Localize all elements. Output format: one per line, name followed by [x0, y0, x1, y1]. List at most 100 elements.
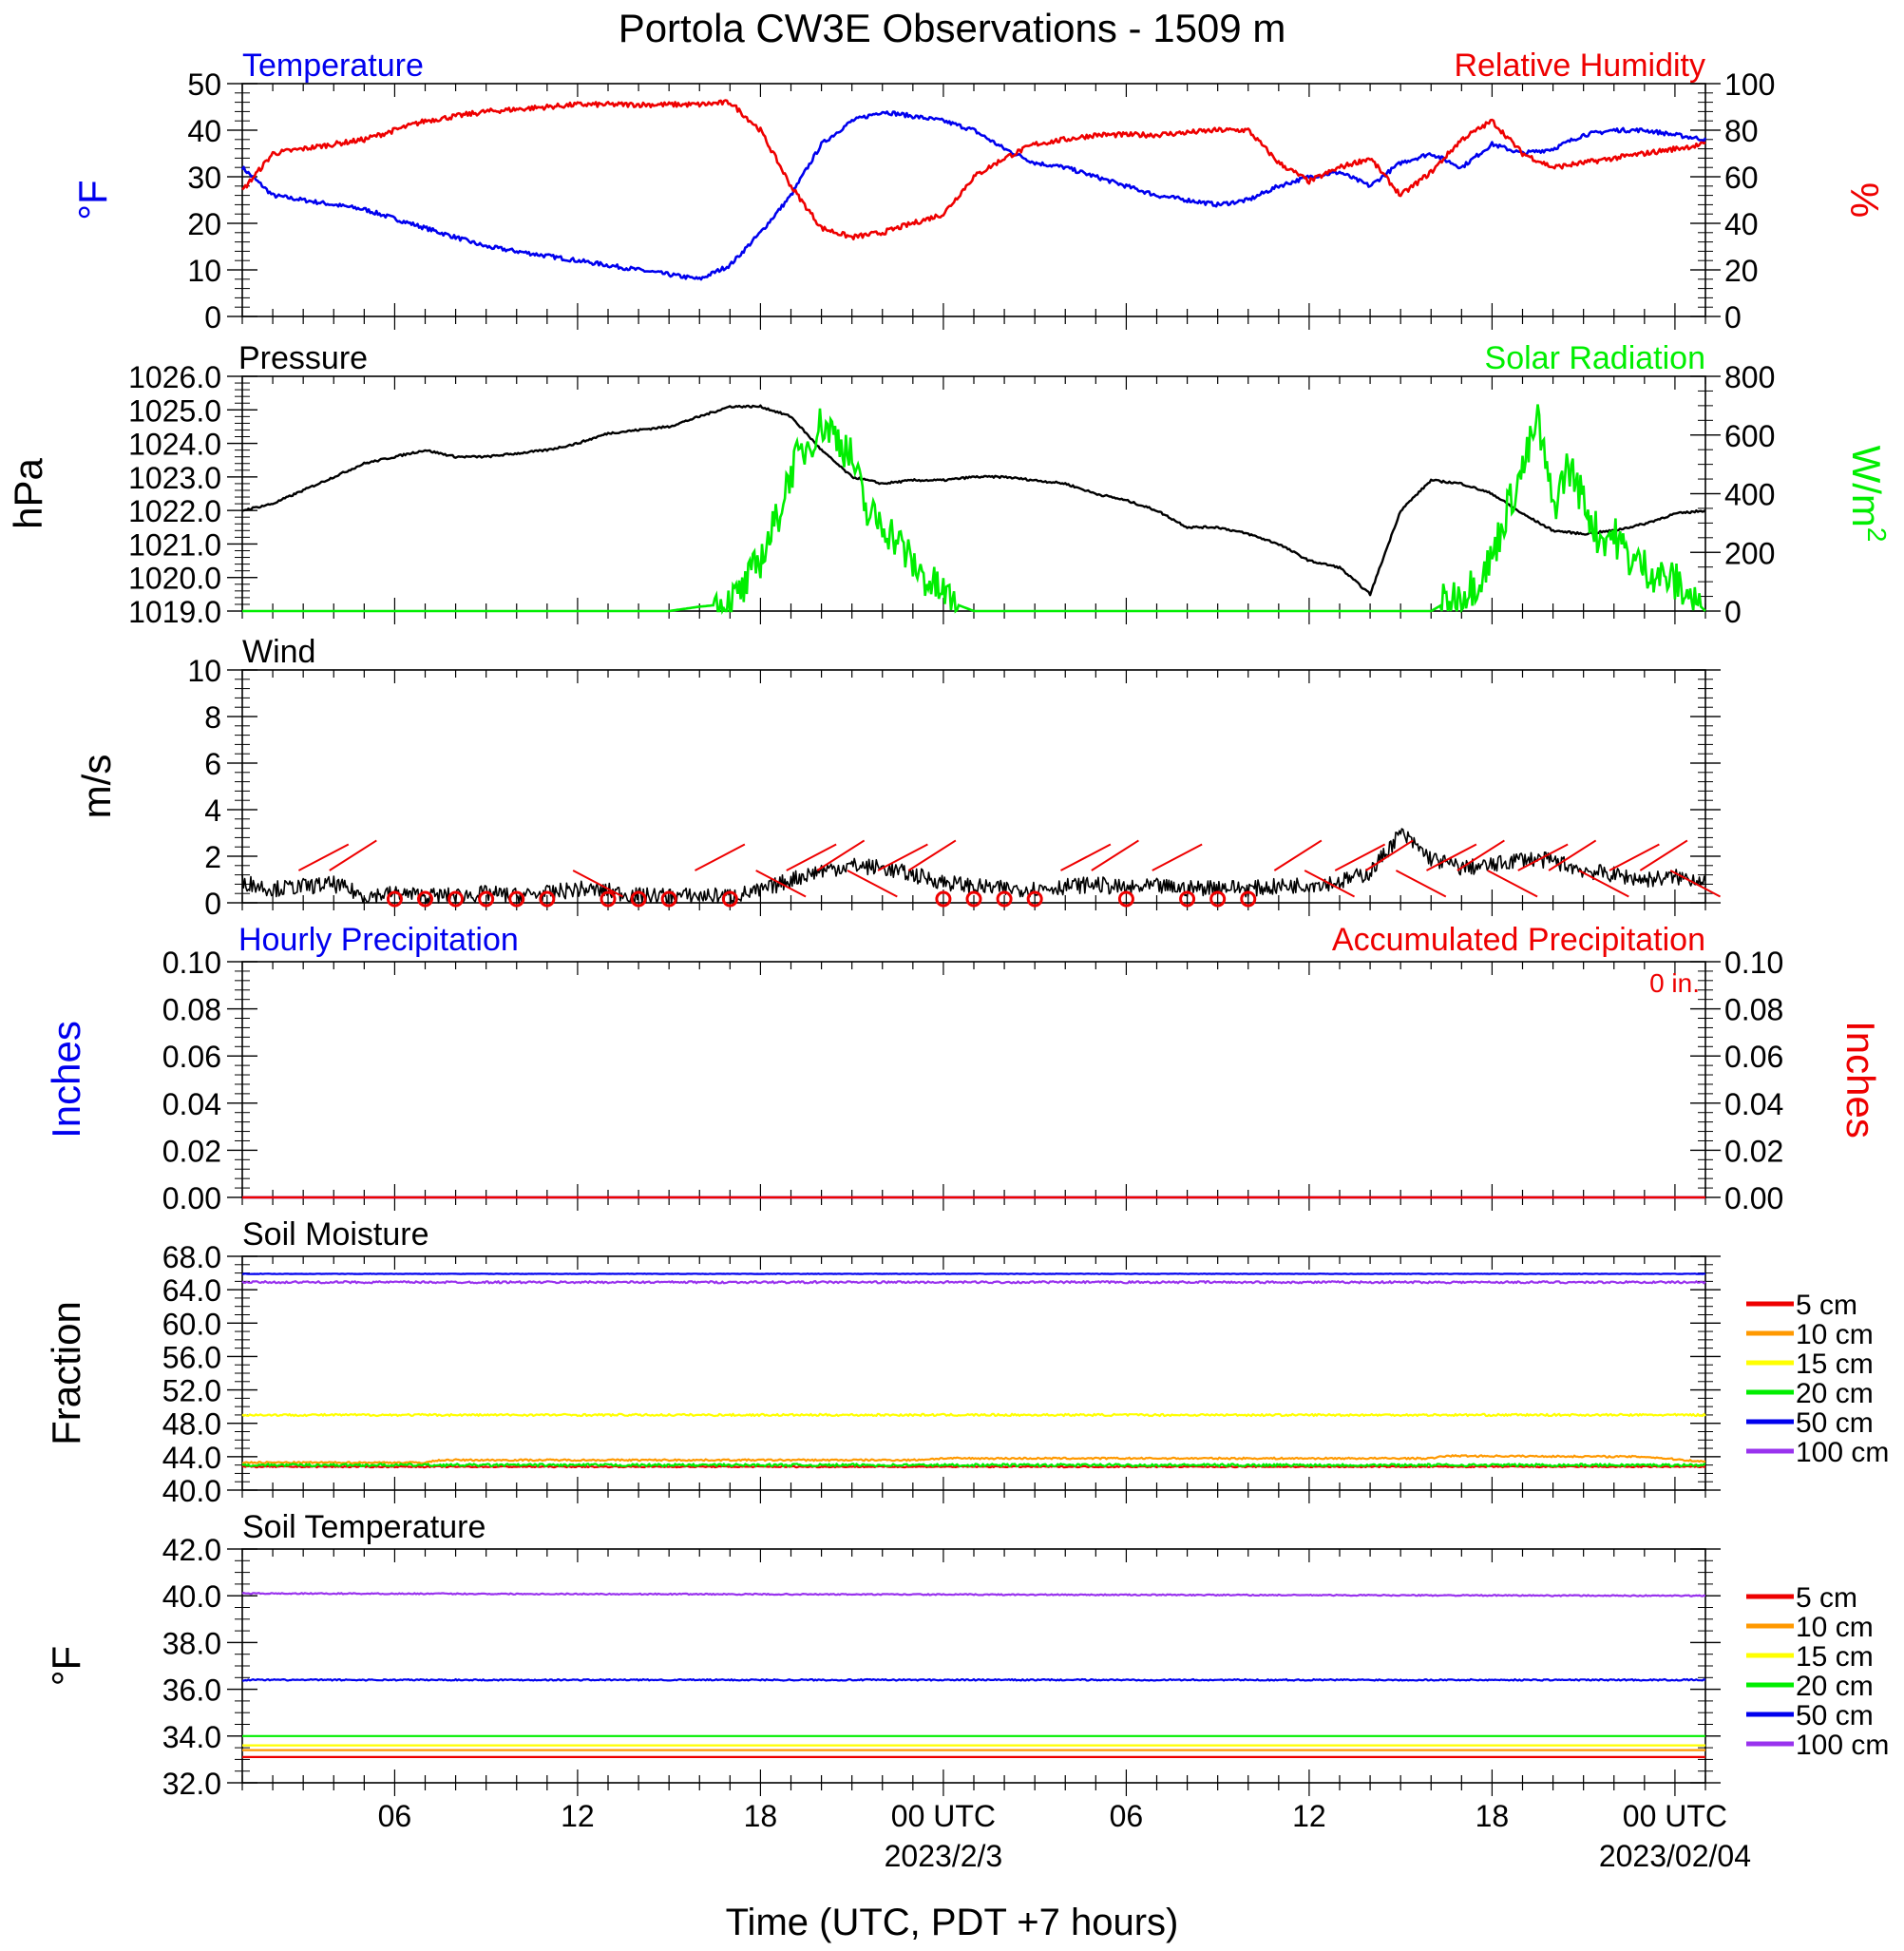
wind-barb-calm	[447, 890, 465, 908]
soil-moisture-line-20cm	[241, 1463, 1706, 1468]
wind-barb-calm	[539, 890, 556, 908]
wind-barb-calm	[386, 890, 403, 908]
wind-barb	[1091, 839, 1139, 871]
pressure-unit-label: hPa	[6, 457, 50, 528]
right-y-axis-3	[1690, 669, 1721, 904]
wind-barb	[786, 843, 837, 871]
y-tick-label: 0.08	[1724, 993, 1783, 1027]
left-y-axis-4: 0.00 0.02 0.04 0.06 0.08 0.10	[162, 946, 257, 1215]
temperature-unit-label: °F	[70, 180, 115, 220]
pressure-title: Pressure	[238, 340, 368, 376]
wind-barb	[907, 839, 957, 871]
panel-border	[241, 1255, 1706, 1491]
y-tick-label: 400	[1724, 478, 1775, 512]
y-tick-label: 0.06	[1724, 1040, 1783, 1074]
wind-barb	[1060, 843, 1112, 871]
soil-temp-line-50cm	[242, 1677, 1706, 1682]
wind-barb	[1578, 870, 1629, 898]
y-tick-label: 32.0	[162, 1767, 221, 1801]
wind-barb-calm	[1179, 890, 1196, 908]
y-tick-label: 60	[1724, 161, 1759, 195]
wind-barb-calm	[1117, 890, 1134, 908]
y-tick-label: 1019.0	[128, 595, 221, 629]
rh-line	[241, 99, 1706, 240]
soil-moisture-legend-label: 100 cm	[1796, 1437, 1889, 1468]
right-y-axis-5	[1690, 1255, 1721, 1491]
y-tick-label: 10	[187, 254, 221, 288]
accum-precip-unit-label: Inches	[1838, 1021, 1883, 1138]
x-axis-label: Time (UTC, PDT +7 hours)	[726, 1902, 1179, 1943]
wind-barb	[1365, 839, 1414, 871]
solar-unit-text: W/m	[1844, 446, 1889, 527]
y-tick-label: 20	[187, 207, 221, 241]
wind-barb	[1639, 839, 1688, 871]
soil-moisture-legend-label: 20 cm	[1796, 1378, 1874, 1409]
wind-barb-calm	[478, 890, 495, 908]
wind-barb-calm	[417, 890, 433, 908]
wind-barb	[1152, 843, 1203, 871]
soil-moisture-legend-label: 10 cm	[1796, 1319, 1874, 1350]
soil-temp-legend-label: 100 cm	[1796, 1730, 1889, 1761]
temperature-title: Temperature	[242, 48, 424, 84]
y-tick-label: 56.0	[162, 1340, 221, 1374]
y-tick-label: 1022.0	[128, 494, 221, 528]
soil-moisture-line-100cm	[241, 1280, 1706, 1285]
y-tick-label: 40	[1724, 207, 1759, 241]
y-tick-label: 1024.0	[128, 428, 221, 462]
y-tick-label: 42.0	[162, 1533, 221, 1567]
x-tick-label: 06	[378, 1799, 412, 1833]
x-tick-label: 06	[1110, 1799, 1144, 1833]
soil-moisture-legend-label: 50 cm	[1796, 1407, 1874, 1439]
wind-barb	[1426, 843, 1477, 871]
wind-barb	[847, 870, 898, 898]
right-y-axis-4: 0.00 0.02 0.04 0.06 0.08 0.10	[1690, 946, 1783, 1215]
soil-moisture-title: Soil Moisture	[242, 1216, 429, 1253]
left-y-axis-2: 1019.01020.01021.01022.01023.01024.01025…	[128, 360, 257, 629]
wind-barb	[1548, 839, 1597, 871]
y-tick-label: 1020.0	[128, 562, 221, 596]
wind-barb-calm	[660, 890, 677, 908]
wind-barb-calm	[965, 890, 982, 908]
soil-temp-legend-label: 20 cm	[1796, 1671, 1874, 1702]
left-y-axis-1: 0 10 20 30 40 50	[187, 67, 257, 335]
accum-precip-value: 0 in.	[1649, 968, 1700, 998]
x-tick-label: 00 UTC	[891, 1799, 996, 1833]
soil-temp-line-100cm	[241, 1592, 1706, 1597]
solar-unit-label: W/m2	[1844, 446, 1892, 543]
panel-border	[241, 83, 1706, 317]
y-tick-label: 50	[187, 67, 221, 102]
wind-barb-calm	[1240, 890, 1257, 908]
pressure-line	[241, 404, 1706, 597]
wind-barb	[572, 870, 624, 898]
left-y-axis-5: 40.044.048.052.056.060.064.068.0	[162, 1240, 257, 1508]
panel-border	[241, 1548, 1706, 1784]
panel-frame-4	[241, 961, 1706, 1211]
y-tick-label: 1026.0	[128, 360, 221, 394]
solar-unit-superscript: 2	[1862, 527, 1892, 543]
y-tick-label: 0.04	[162, 1087, 221, 1121]
wind-barb-calm	[600, 890, 617, 908]
wind-barb-calm	[1026, 890, 1043, 908]
wind-barb-calm	[508, 890, 525, 908]
soil-moisture-legend-label: 15 cm	[1796, 1348, 1874, 1380]
x-tick-label: 18	[744, 1799, 778, 1833]
y-tick-label: 0	[204, 887, 221, 921]
soil-temp-legend-label: 50 cm	[1796, 1700, 1874, 1731]
right-y-axis-6	[1690, 1548, 1721, 1784]
wind-barb	[329, 839, 377, 871]
wind-barb-calm	[1209, 890, 1227, 908]
accum-precip-title: Accumulated Precipitation	[1332, 922, 1705, 958]
panel-border	[241, 669, 1706, 904]
wind-barb-calm	[630, 890, 647, 908]
y-tick-label: 10	[187, 654, 221, 688]
y-tick-label: 40.0	[162, 1474, 221, 1508]
y-tick-label: 8	[204, 700, 221, 735]
x-tick-label: 18	[1476, 1799, 1510, 1833]
x-date-label: 2023/2/3	[885, 1839, 1003, 1873]
left-y-axis-6: 32.0 34.0 36.0 38.0 40.0 42.0	[162, 1533, 257, 1801]
solar-line	[242, 404, 1706, 616]
y-tick-label: 0.02	[1724, 1134, 1783, 1168]
wind-barb	[1669, 870, 1722, 898]
soil-moisture-line-15cm	[241, 1412, 1706, 1418]
wind-barb	[297, 843, 350, 871]
